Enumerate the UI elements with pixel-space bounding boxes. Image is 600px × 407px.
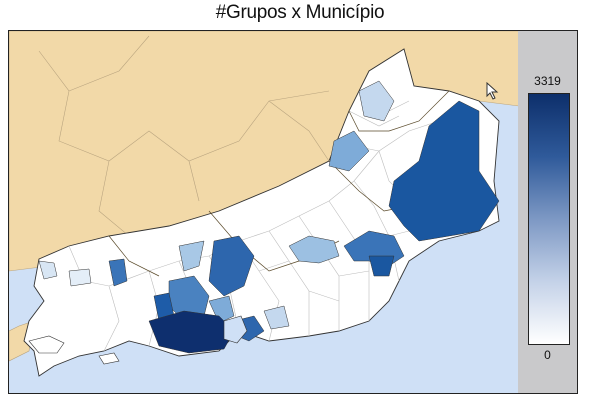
- municipality-itatiaia: [38, 260, 58, 280]
- municipality-marica: [263, 305, 290, 330]
- municipality-campos: [388, 100, 500, 242]
- legend-panel: 3319 0: [518, 30, 578, 394]
- choropleth-map: [9, 31, 519, 393]
- municipality-petropolis: [208, 235, 255, 297]
- map-area[interactable]: [8, 30, 520, 394]
- municipality-nova-friburgo: [288, 235, 340, 264]
- municipality-cabo-frio: [368, 255, 395, 277]
- legend-min-label: 0: [544, 348, 551, 362]
- municipality-itaperuna: [328, 130, 370, 172]
- region-borders: [108, 90, 450, 277]
- neighbor-borders: [38, 35, 330, 237]
- mouse-pointer-icon: [486, 82, 499, 100]
- island: [98, 352, 120, 365]
- municipality-resende: [108, 258, 128, 287]
- guanabara-bay: [223, 315, 248, 344]
- municipality-noroeste: [358, 80, 395, 122]
- map-title: #Grupos x Município: [215, 2, 385, 23]
- legend-color-scale: [528, 93, 570, 345]
- ilha-grande: [28, 335, 65, 354]
- municipality-valenca: [178, 240, 205, 272]
- municipality-quatis: [68, 268, 92, 287]
- legend-max-label: 3319: [534, 74, 561, 88]
